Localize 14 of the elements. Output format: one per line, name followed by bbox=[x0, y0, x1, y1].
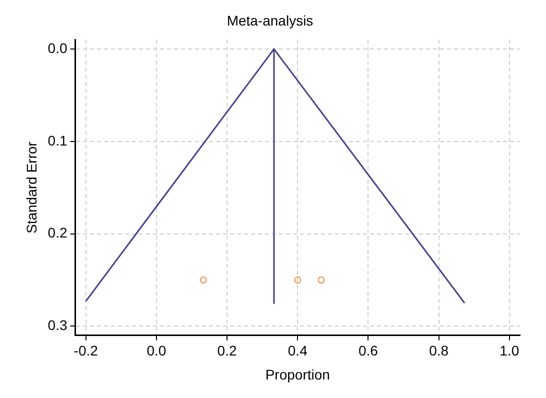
x-tick-label: 0.4 bbox=[288, 342, 308, 359]
x-tick-label: -0.2 bbox=[74, 342, 98, 359]
y-tick-label: 0.1 bbox=[48, 132, 68, 148]
x-tick-label: 0.0 bbox=[146, 342, 166, 359]
x-tick-label: 1.0 bbox=[500, 342, 520, 359]
x-tick-label: 0.8 bbox=[429, 342, 449, 359]
y-axis-title: Standard Error bbox=[23, 141, 40, 234]
y-tick-label: 0.0 bbox=[48, 40, 68, 56]
x-tick-label: 0.6 bbox=[358, 342, 378, 359]
chart-title: Meta-analysis bbox=[226, 12, 314, 28]
x-axis-title: Proportion bbox=[265, 366, 330, 382]
y-tick-label: 0.2 bbox=[48, 224, 68, 241]
y-tick-label: 0.3 bbox=[48, 317, 68, 334]
x-tick-label: 0.2 bbox=[217, 342, 237, 359]
